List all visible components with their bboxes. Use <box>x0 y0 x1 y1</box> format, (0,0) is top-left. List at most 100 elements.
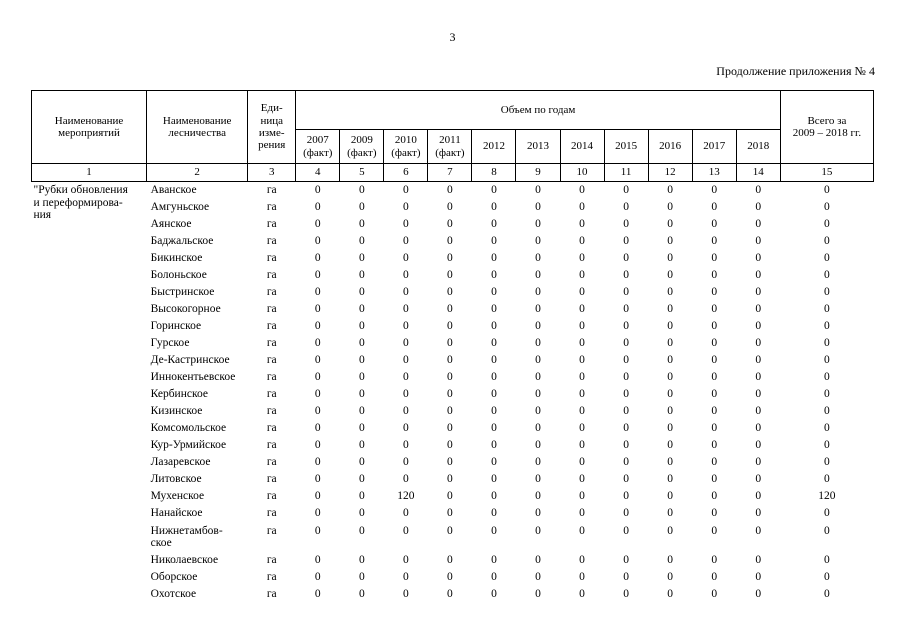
forestry-name: Кербинское <box>150 388 208 401</box>
year-value: 0 <box>667 456 674 469</box>
year-value: 0 <box>314 473 321 486</box>
year-value: 0 <box>755 184 762 197</box>
year-value: 0 <box>711 252 718 265</box>
header-col-number: 5 <box>339 163 385 182</box>
table-row: Нанайское га 0 0 0 0 0 0 0 0 0 0 0 0 <box>32 505 874 522</box>
year-value: 0 <box>711 303 718 316</box>
forestry-name: Охотское <box>150 588 197 601</box>
year-value: 0 <box>358 422 365 435</box>
year-value: 0 <box>667 201 674 214</box>
unit-value: га <box>266 490 277 503</box>
header-volume-group: Объем по годам <box>295 90 781 130</box>
year-value: 0 <box>755 303 762 316</box>
year-value: 0 <box>667 388 674 401</box>
unit-value: га <box>266 354 277 367</box>
year-value: 0 <box>755 422 762 435</box>
unit-value: га <box>266 588 277 601</box>
year-value: 0 <box>491 524 497 537</box>
year-value: 0 <box>535 184 541 197</box>
year-value: 0 <box>711 588 718 601</box>
unit-value: га <box>266 473 277 486</box>
year-value: 0 <box>314 320 321 333</box>
year-value: 0 <box>667 371 674 384</box>
year-value: 0 <box>447 286 453 299</box>
year-value: 0 <box>667 354 674 367</box>
year-value: 0 <box>314 588 321 601</box>
table-row: Кур-Урмийское га 0 0 0 0 0 0 0 0 0 0 0 0 <box>32 437 874 454</box>
year-value: 0 <box>579 388 585 401</box>
year-value: 0 <box>402 588 409 601</box>
table-row: Охотское га 0 0 0 0 0 0 0 0 0 0 0 0 <box>32 586 874 603</box>
year-value: 0 <box>358 571 365 584</box>
year-value: 0 <box>314 252 321 265</box>
header-year: 2018 <box>735 129 781 164</box>
year-value: 0 <box>755 456 762 469</box>
year-value: 0 <box>711 218 718 231</box>
year-value: 0 <box>623 303 629 316</box>
year-value: 0 <box>755 320 762 333</box>
year-value: 0 <box>314 218 321 231</box>
total-value: 0 <box>824 524 830 537</box>
year-value: 0 <box>667 337 674 350</box>
total-value: 0 <box>824 588 830 601</box>
unit-value: га <box>266 269 277 282</box>
total-value: 0 <box>824 286 830 299</box>
forestry-name: Амгуньское <box>150 201 210 214</box>
table-row: Высокогорное га 0 0 0 0 0 0 0 0 0 0 0 0 <box>32 301 874 318</box>
forestry-name: Комсомольское <box>150 422 227 435</box>
year-value: 0 <box>535 354 541 367</box>
year-value: 0 <box>623 554 629 567</box>
year-value: 0 <box>579 524 585 537</box>
year-value: 0 <box>711 571 718 584</box>
year-value: 0 <box>755 252 762 265</box>
header-col-number: 2 <box>146 163 249 182</box>
year-value: 0 <box>491 439 497 452</box>
year-value: 0 <box>667 269 674 282</box>
table-row: Де-Кастринское га 0 0 0 0 0 0 0 0 0 0 0 0 <box>32 352 874 369</box>
year-value: 0 <box>491 218 497 231</box>
table-row: Иннокентьевское га 0 0 0 0 0 0 0 0 0 0 0 0 <box>32 369 874 386</box>
year-value: 0 <box>358 371 365 384</box>
year-value: 0 <box>535 371 541 384</box>
year-value: 0 <box>491 320 497 333</box>
table-row: Кизинское га 0 0 0 0 0 0 0 0 0 0 0 0 <box>32 403 874 420</box>
year-value: 0 <box>711 320 718 333</box>
year-value: 0 <box>358 337 365 350</box>
year-value: 0 <box>535 405 541 418</box>
total-value: 0 <box>824 554 830 567</box>
year-value: 0 <box>623 405 629 418</box>
unit-value: га <box>266 184 277 197</box>
year-value: 0 <box>535 235 541 248</box>
year-value: 0 <box>402 554 409 567</box>
year-value: 0 <box>623 388 629 401</box>
forestry-name: Бикинское <box>150 252 203 265</box>
year-value: 0 <box>711 337 718 350</box>
header-col-number: 3 <box>247 163 297 182</box>
header-year: 2010 (факт) <box>383 129 429 164</box>
year-value: 0 <box>447 388 453 401</box>
year-value: 0 <box>579 554 585 567</box>
year-value: 0 <box>535 456 541 469</box>
year-value: 0 <box>447 422 453 435</box>
year-value: 0 <box>314 388 321 401</box>
year-value: 0 <box>402 235 409 248</box>
year-value: 0 <box>535 320 541 333</box>
header-col-number: 9 <box>515 163 561 182</box>
forestry-name: Лазаревское <box>150 456 211 469</box>
year-value: 0 <box>755 201 762 214</box>
year-value: 0 <box>623 269 629 282</box>
header-year: 2014 <box>559 129 605 164</box>
year-value: 0 <box>402 269 409 282</box>
year-value: 0 <box>314 439 321 452</box>
year-value: 0 <box>667 490 674 503</box>
year-value: 0 <box>447 184 453 197</box>
year-value: 0 <box>491 371 497 384</box>
year-value: 0 <box>447 524 453 537</box>
year-value: 0 <box>667 252 674 265</box>
year-value: 0 <box>755 490 762 503</box>
year-value: 0 <box>491 252 497 265</box>
year-value: 0 <box>447 405 453 418</box>
year-value: 0 <box>358 184 365 197</box>
year-value: 0 <box>535 422 541 435</box>
year-value: 0 <box>535 439 541 452</box>
